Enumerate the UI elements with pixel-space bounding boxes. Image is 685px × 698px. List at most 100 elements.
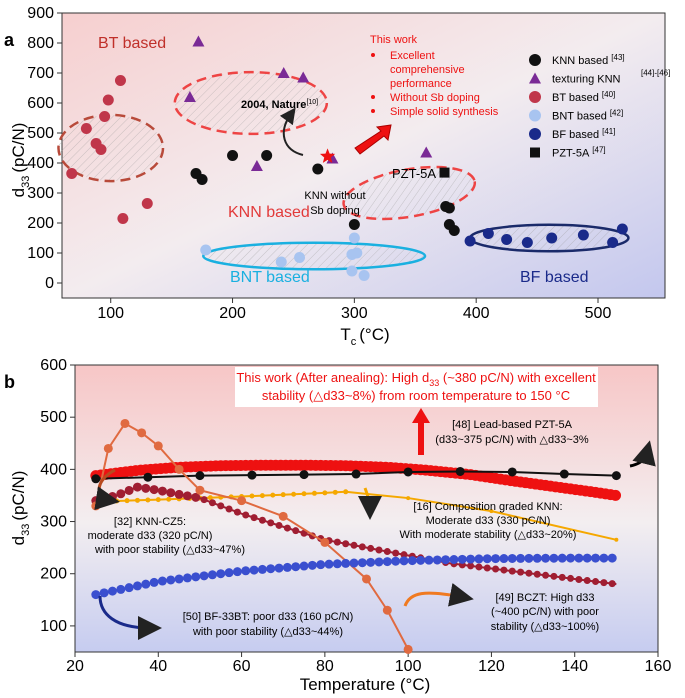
bf33bt-point xyxy=(382,557,392,567)
bf33bt-point xyxy=(257,564,267,574)
bf33bt-point xyxy=(99,588,109,598)
knncz5-point xyxy=(475,563,483,571)
a-ytick-label: 200 xyxy=(27,215,54,232)
b-ytick-label: 300 xyxy=(40,514,67,531)
knn-based-point xyxy=(348,219,360,230)
graded-knn-note-1: [16] Composition graded KNN: xyxy=(413,501,562,513)
graded-knn-point xyxy=(134,497,140,503)
bf33bt-point xyxy=(599,553,609,563)
this-work-list: Excellent comprehensive performance Without… xyxy=(371,50,499,118)
bf33bt-point xyxy=(91,590,101,600)
bf-based-point xyxy=(577,229,589,241)
panel-b-annotations: This work (After anealing): High d33 (~3… xyxy=(88,367,656,640)
bczt-point xyxy=(195,485,205,495)
panel-b-series xyxy=(90,418,622,654)
panel-a-annotations: BT based KNN based BNT based BF based PZ… xyxy=(98,34,588,286)
knn-based-point xyxy=(312,163,324,175)
knn-without-line2: Sb doping xyxy=(310,205,360,217)
bf33bt-point xyxy=(132,581,142,591)
knncz5-point xyxy=(392,549,400,557)
knncz5-arrow xyxy=(94,468,120,511)
bf33bt-point xyxy=(274,563,284,573)
bf33bt-point xyxy=(566,553,576,563)
bt-based-point xyxy=(95,144,107,155)
knncz5-point xyxy=(583,577,591,585)
knncz5-point xyxy=(592,578,600,586)
bf33bt-point xyxy=(366,557,376,567)
bt-based-point xyxy=(80,123,92,134)
b-xtick-label: 120 xyxy=(478,658,505,675)
this-work-title: This work xyxy=(370,34,418,46)
legend-ref: [44]-[46] xyxy=(641,69,670,78)
bf33bt-point xyxy=(207,570,217,580)
bf33bt-point xyxy=(266,564,276,574)
bczt-note-2: (~400 pC/N) with poor xyxy=(491,606,599,618)
b-ytick-label: 100 xyxy=(40,618,67,635)
b-xtick-label: 100 xyxy=(395,658,422,675)
bf33bt-point xyxy=(216,569,226,579)
panel-b-axes: 20 40 60 80 100 120 140 160 100 200 300 400 500 600 xyxy=(40,357,671,675)
panel-a-legend: KNN based [43] texturing KNN [44]-[46] BT ba… xyxy=(529,53,670,160)
knncz5-point xyxy=(107,491,117,501)
bf33bt-point xyxy=(324,559,334,569)
bf33bt-point xyxy=(241,566,251,576)
graded-knn-point xyxy=(166,496,172,502)
a-xtick-label: 300 xyxy=(341,305,368,322)
knncz5-point xyxy=(217,502,225,510)
pzt5a-point xyxy=(559,469,569,479)
legend-marker xyxy=(529,54,541,66)
bf33bt-point xyxy=(291,562,301,572)
bf33bt-point xyxy=(374,557,384,567)
knncz5-point xyxy=(208,499,216,507)
bnt-based-point xyxy=(351,247,363,259)
bf-based-point xyxy=(482,228,494,239)
graded-knn-point xyxy=(322,490,328,496)
bf33bt-point xyxy=(607,553,617,563)
graded-knn-note-2: Moderate d33 (330 pC/N) xyxy=(426,515,551,527)
bf-based-point xyxy=(521,237,533,248)
texturing-knn-point xyxy=(192,35,205,47)
bf33bt-point xyxy=(149,577,159,587)
b-xtick-label: 60 xyxy=(233,658,251,675)
knncz5-point xyxy=(542,571,550,579)
b-ytick-label: 500 xyxy=(40,409,67,426)
knn-based-point xyxy=(448,225,460,236)
b-xtick-label: 40 xyxy=(149,658,167,675)
bnt-based-point xyxy=(294,252,306,263)
this-work-item: Without Sb doping xyxy=(390,92,480,104)
bf33bt-point xyxy=(391,556,401,566)
graded-knn-point xyxy=(311,490,317,496)
this-work-bullet xyxy=(371,109,375,113)
graded-knn-point xyxy=(124,498,130,504)
graded-knn-point xyxy=(301,491,307,497)
this-work-item: Excellent xyxy=(390,50,435,62)
panel-a-ylabel: d33(pC/N) xyxy=(9,123,32,198)
bf33bt-point xyxy=(282,562,292,572)
knncz5-point xyxy=(174,489,184,499)
knncz5-point xyxy=(525,569,533,577)
bf33bt-point xyxy=(491,554,501,564)
bf33bt-point xyxy=(516,553,526,563)
this-work-item: performance xyxy=(390,78,452,90)
knncz5-point xyxy=(567,574,575,582)
knncz5-point xyxy=(600,579,608,587)
knncz5-point xyxy=(550,572,558,580)
graded-knn-point xyxy=(280,492,286,498)
bf33bt-point xyxy=(524,553,534,563)
pzt5a-point xyxy=(507,467,517,477)
bf33bt-point xyxy=(199,571,209,581)
bt-based-point xyxy=(141,198,153,209)
knncz5-point xyxy=(149,485,159,495)
bczt-point xyxy=(103,443,113,453)
this-work-bullet xyxy=(371,53,375,57)
bt-based-point xyxy=(117,213,129,224)
pzt5a-point xyxy=(611,471,621,481)
bf33bt-point xyxy=(407,556,417,566)
bf33bt-point xyxy=(582,553,592,563)
bf33bt-point xyxy=(532,553,542,563)
bf33bt-arrow xyxy=(98,595,162,640)
a-ytick-label: 800 xyxy=(27,35,54,52)
bf33bt-point xyxy=(116,584,126,594)
legend-marker xyxy=(530,147,540,158)
legend-marker xyxy=(529,72,541,84)
